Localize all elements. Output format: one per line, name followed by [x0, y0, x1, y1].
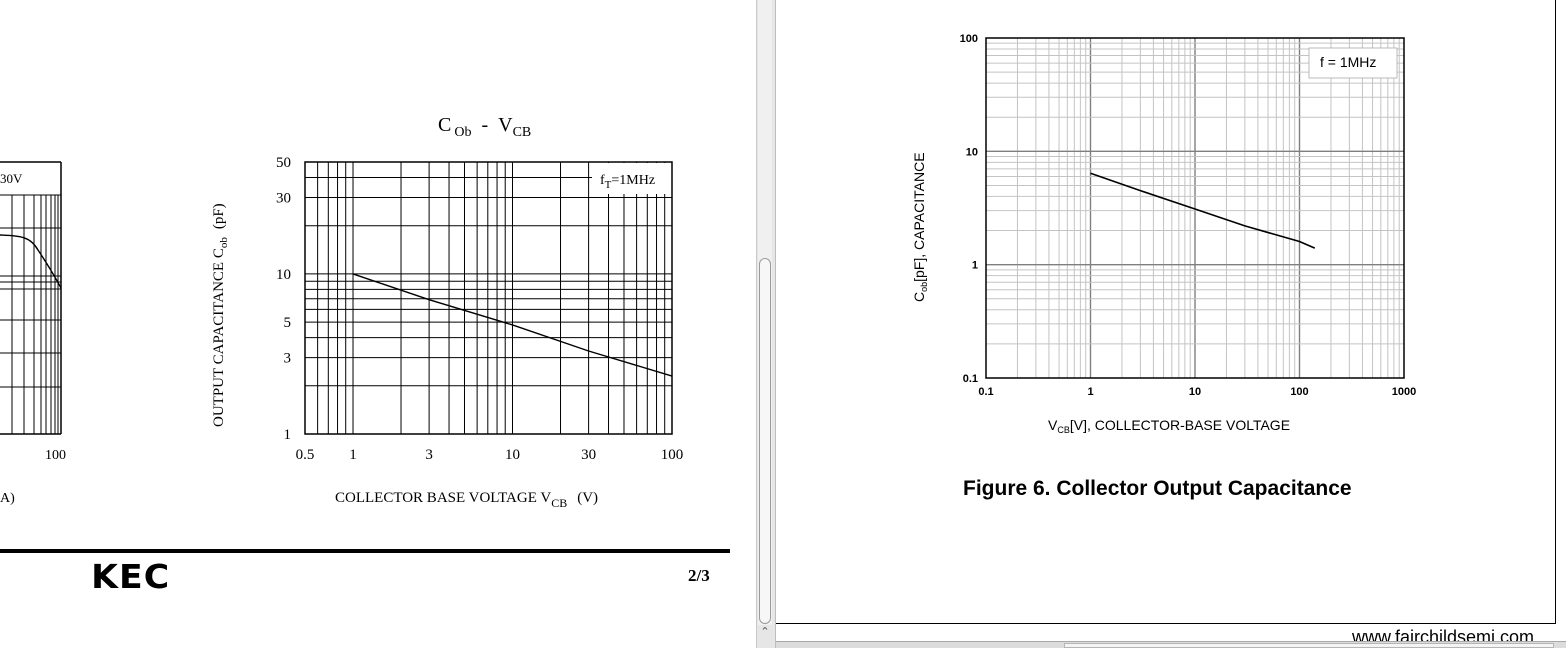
chart-grid [986, 38, 1404, 378]
scrollbar-thumb[interactable] [759, 258, 771, 624]
x-tick-label: 30 [581, 447, 596, 463]
legend-text: f = 1MHz [1320, 54, 1376, 70]
chart-xlabel: COLLECTOR BASE VOLTAGE VCB (V) [335, 490, 598, 510]
y-tick-label: 100 [960, 33, 978, 45]
x-tick-label: 100 [1290, 386, 1308, 398]
x-tick-label: 100 [661, 447, 684, 463]
partial-chart [0, 161, 62, 435]
footer-rule [0, 549, 730, 553]
x-tick-label: 3 [425, 447, 433, 463]
partial-legend-box [0, 163, 60, 194]
x-tick-label: 0.1 [978, 386, 993, 398]
y-tick-label: 0.1 [963, 373, 978, 385]
y-tick-label: 10 [276, 267, 291, 283]
legend-text: fT=1MHz [600, 173, 655, 191]
y-tick-labels: 0.1 1 10 100 [960, 33, 978, 385]
capacitance-curve [1090, 172, 1316, 249]
partial-legend-text: 30V [0, 171, 23, 186]
x-tick-label: 1 [1087, 386, 1093, 398]
chart-grid [305, 162, 672, 434]
chart-ylabel: OUTPUT CAPACITANCE Cob(pF) [211, 203, 230, 427]
partial-curve [0, 234, 62, 289]
figure-caption: Figure 6. Collector Output Capacitance [963, 477, 1352, 500]
horizontal-scrollbar-thumb[interactable] [1064, 643, 1554, 648]
x-tick-label: 1 [349, 447, 357, 463]
y-tick-label: 1 [972, 260, 978, 272]
x-tick-labels: 0.5 1 3 10 30 100 [296, 447, 684, 463]
y-tick-label: 50 [276, 155, 291, 171]
legend-box [592, 163, 672, 194]
y-tick-label: 3 [284, 351, 292, 367]
x-tick-label: 0.5 [296, 447, 315, 463]
plot-frame [304, 161, 673, 435]
x-tick-label: 10 [505, 447, 520, 463]
x-tick-label: 1000 [1392, 386, 1416, 398]
plot-frame [985, 37, 1405, 379]
partial-xlabel: A) [0, 491, 15, 506]
right-page-graphics: 0.1 1 10 100 1000 0.1 1 10 100 f = 1MHz Cob[pF]… [911, 33, 1416, 435]
chart-series [1090, 172, 1316, 249]
capacitance-curve [352, 273, 673, 377]
y-tick-labels: 1 3 5 10 30 50 [276, 155, 291, 443]
chart-xlabel: VCB[V], COLLECTOR-BASE VOLTAGE [1048, 417, 1290, 435]
left-page-graphics: 30V 100 A) C Ob - VCB OUTPUT CAPACITANCE Co… [0, 114, 684, 510]
left-document-page: 30V 100 A) C Ob - VCB OUTPUT CAPACITANCE Co… [0, 0, 756, 648]
x-tick-labels: 0.1 1 10 100 1000 [978, 386, 1416, 398]
kec-logo: KEC [91, 557, 171, 596]
y-tick-label: 10 [966, 146, 978, 158]
partial-x-tick: 100 [45, 448, 66, 463]
y-tick-label: 1 [284, 427, 292, 443]
legend-box [1308, 47, 1398, 79]
page-number: 2/3 [688, 566, 710, 585]
right-document-page: 0.1 1 10 100 1000 0.1 1 10 100 f = 1MHz Cob[pF]… [776, 0, 1566, 648]
chevron-up-icon[interactable]: ⌃ [760, 625, 770, 638]
x-tick-label: 10 [1189, 386, 1201, 398]
chart-series [352, 273, 673, 377]
y-tick-label: 5 [284, 315, 292, 331]
chart-ylabel: Cob[pF], CAPACITANCE [911, 152, 929, 302]
chart-title: C Ob - VCB [438, 114, 531, 140]
y-tick-label: 30 [276, 191, 291, 207]
